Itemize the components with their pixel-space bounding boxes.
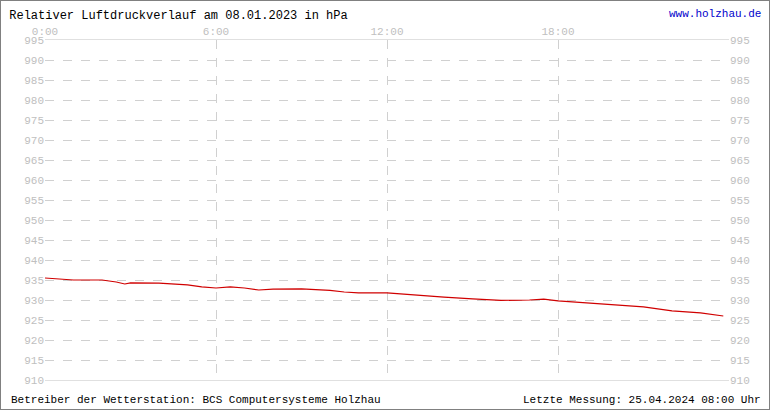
svg-text:950: 950 xyxy=(24,215,44,227)
svg-text:935: 935 xyxy=(24,275,44,287)
svg-text:990: 990 xyxy=(24,55,44,67)
svg-text:975: 975 xyxy=(730,115,750,127)
svg-text:Relativer Luftdruckverlauf am: Relativer Luftdruckverlauf am 08.01.2023… xyxy=(9,9,347,23)
svg-text:930: 930 xyxy=(24,295,44,307)
svg-text:915: 915 xyxy=(730,355,750,367)
svg-text:960: 960 xyxy=(730,175,750,187)
svg-text:955: 955 xyxy=(24,195,44,207)
svg-text:18:00: 18:00 xyxy=(541,26,574,38)
svg-text:920: 920 xyxy=(730,335,750,347)
svg-text:925: 925 xyxy=(24,315,44,327)
svg-text:915: 915 xyxy=(24,355,44,367)
svg-text:0:00: 0:00 xyxy=(32,26,58,38)
svg-text:955: 955 xyxy=(730,195,750,207)
svg-text:990: 990 xyxy=(730,55,750,67)
svg-text:985: 985 xyxy=(730,75,750,87)
svg-text:925: 925 xyxy=(730,315,750,327)
svg-text:6:00: 6:00 xyxy=(203,26,229,38)
svg-text:970: 970 xyxy=(24,135,44,147)
svg-text:945: 945 xyxy=(730,235,750,247)
svg-text:985: 985 xyxy=(24,75,44,87)
svg-text:995: 995 xyxy=(24,35,44,47)
svg-text:980: 980 xyxy=(24,95,44,107)
svg-text:940: 940 xyxy=(730,255,750,267)
svg-text:Betreiber der Wetterstation: B: Betreiber der Wetterstation: BCS Compute… xyxy=(11,394,381,406)
svg-text:980: 980 xyxy=(730,95,750,107)
svg-text:975: 975 xyxy=(24,115,44,127)
svg-text:965: 965 xyxy=(24,155,44,167)
svg-text:935: 935 xyxy=(730,275,750,287)
svg-text:995: 995 xyxy=(730,35,750,47)
svg-text:910: 910 xyxy=(24,375,44,387)
svg-text:910: 910 xyxy=(730,375,750,387)
svg-text:www.holzhau.de: www.holzhau.de xyxy=(669,8,761,20)
svg-text:930: 930 xyxy=(730,295,750,307)
svg-text:940: 940 xyxy=(24,255,44,267)
svg-text:965: 965 xyxy=(730,155,750,167)
svg-text:12:00: 12:00 xyxy=(370,26,403,38)
svg-text:920: 920 xyxy=(24,335,44,347)
svg-text:950: 950 xyxy=(730,215,750,227)
svg-text:970: 970 xyxy=(730,135,750,147)
svg-text:Letzte Messung: 25.04.2024 08:: Letzte Messung: 25.04.2024 08:00 Uhr xyxy=(523,394,761,406)
svg-text:960: 960 xyxy=(24,175,44,187)
svg-text:945: 945 xyxy=(24,235,44,247)
